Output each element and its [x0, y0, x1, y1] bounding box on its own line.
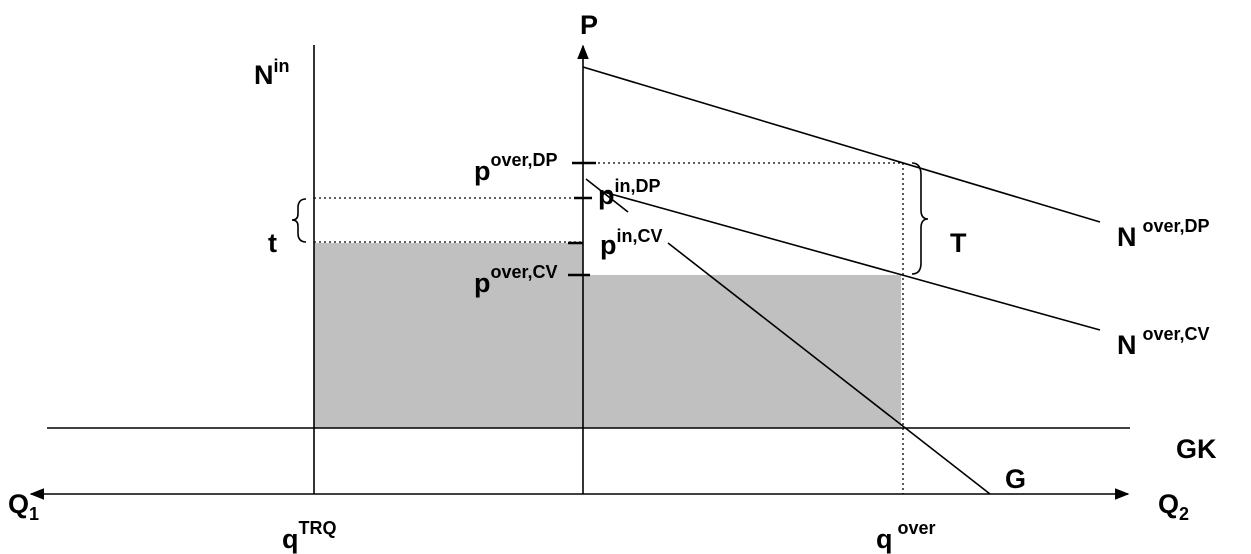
shaded-area-right	[583, 275, 901, 428]
label: q over	[876, 518, 936, 554]
label: T	[950, 228, 967, 258]
brace-t	[291, 198, 307, 243]
shaded-area-left	[314, 243, 583, 428]
g-line	[585, 178, 629, 213]
label: Q2	[1158, 489, 1189, 524]
brace-T	[911, 162, 929, 275]
label: GK	[1176, 434, 1217, 464]
label: Nin	[254, 56, 290, 90]
g-line	[667, 242, 991, 495]
label: P	[580, 10, 598, 40]
label: G	[1005, 464, 1026, 494]
label: qTRQ	[282, 518, 337, 554]
n-over-dp-line	[582, 66, 1101, 223]
label: pin,CV	[600, 226, 663, 260]
label: Q1	[8, 489, 39, 524]
label: pin,DP	[598, 176, 661, 210]
label: pover,CV	[474, 262, 558, 298]
label: t	[268, 228, 277, 258]
n-over-cv-line	[599, 190, 1101, 331]
label: pover,DP	[474, 150, 558, 186]
